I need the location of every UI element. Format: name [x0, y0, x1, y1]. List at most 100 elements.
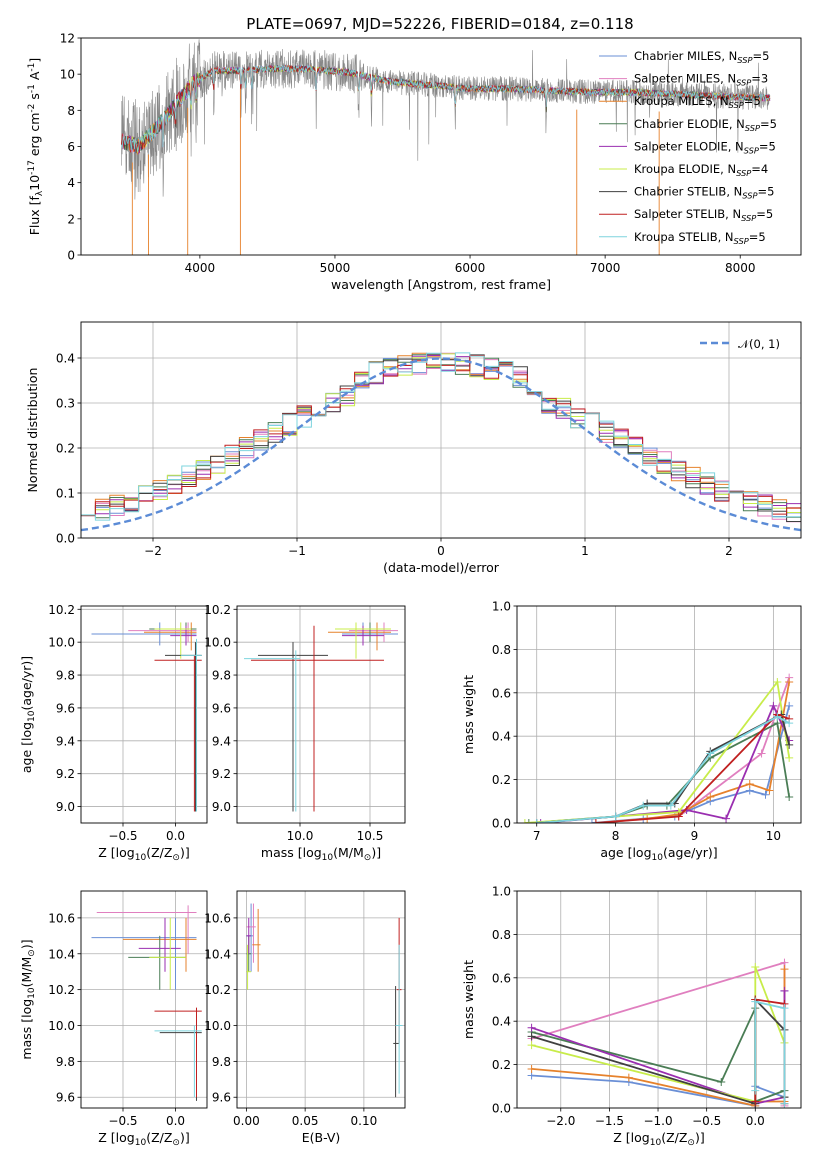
weight-point [780, 1004, 789, 1013]
y-axis-label: mass weight [461, 675, 476, 754]
legend-label: Salpeter STELIB, NSSP=5 [634, 207, 773, 223]
weight-point [536, 819, 545, 823]
legend-label: Kroupa MILES, NSSP=5 [634, 94, 761, 110]
label-fragment: (Z/Z [146, 845, 172, 860]
x-tick-label: 0.0 [166, 1114, 185, 1128]
weight-point [706, 749, 715, 758]
axes-frame [80, 605, 208, 824]
error-cross [91, 917, 197, 990]
y-tick-label: 4 [67, 176, 75, 190]
x-tick-label: 4000 [185, 261, 216, 275]
y-tick-label: 0.2 [492, 1058, 511, 1072]
plot-area [520, 673, 794, 823]
error-cross [96, 905, 197, 954]
panel-spectrum: 4000 5000 6000 7000 8000 0 2 4 6 8 10 12 wavelength … [27, 15, 802, 292]
ticks: 4000 5000 6000 7000 8000 0 2 4 6 8 10 12 [60, 32, 756, 276]
error-cross [244, 650, 300, 812]
model-spectrum-kroupa-stelib [121, 64, 771, 152]
legend-label: 𝒩(0, 1) [738, 337, 780, 351]
x-tick-label: 0.10 [351, 1114, 378, 1128]
y-tick-label: 0.6 [492, 971, 511, 985]
ticks: −0.5 0.0 9.0 9.2 9.4 9.6 9.8 10.0 10.2 [48, 603, 185, 843]
label-fragment: (data-model)/error [383, 560, 500, 575]
y-tick-label: 0.6 [492, 686, 511, 700]
axes-frame [80, 37, 802, 256]
plot-area [91, 905, 202, 1101]
weight-point [674, 812, 683, 821]
y-axis-label: Normed distribution [25, 368, 40, 493]
label-fragment: (age/yr)] [19, 656, 34, 711]
label-fragment: -1 [27, 84, 37, 93]
x-axis-label: mass [log10(M/M⊙)] [261, 845, 381, 863]
y-tick-label: 6 [67, 140, 75, 154]
y-tick-label: 10.2 [48, 983, 75, 997]
error-cross [258, 642, 328, 812]
y-tick-label: 9.2 [56, 767, 75, 781]
label-fragment: 10 [27, 710, 37, 722]
label-fragment: 10 [322, 853, 334, 863]
error-cross [138, 917, 181, 972]
x-tick-label: 7000 [590, 261, 621, 275]
label-fragment: SSP [741, 213, 756, 223]
error-cross [335, 622, 391, 659]
legend-label: Kroupa ELODIE, NSSP=4 [634, 162, 768, 178]
weight-point [639, 801, 648, 810]
y-tick-label: 9.2 [212, 767, 231, 781]
label-fragment: 10 [135, 1138, 147, 1148]
y-tick-label: 8 [67, 104, 75, 118]
x-tick-label: 1 [581, 544, 589, 558]
label-fragment: mass weight [461, 960, 476, 1039]
y-tick-label: 10.6 [48, 911, 75, 925]
error-cross [149, 917, 186, 990]
y-tick-label: 0.0 [492, 817, 511, 831]
weight-point [532, 819, 541, 823]
weight-point [785, 677, 794, 686]
label-fragment: =5 [749, 230, 766, 244]
y-axis-label: age [log10(age/yr)] [19, 656, 37, 773]
y-tick-label: 9.0 [212, 800, 231, 814]
x-tick-label: 2 [725, 544, 733, 558]
y-tick-label: 10.4 [204, 947, 231, 961]
label-fragment: mass [log [261, 845, 322, 860]
y-tick-label: 0.4 [56, 352, 75, 366]
label-fragment: )] [19, 939, 34, 949]
error-cross [154, 1007, 202, 1098]
x-tick-label: 7 [533, 829, 541, 843]
y-tick-label: 0.0 [492, 1102, 511, 1116]
weight-point [751, 1097, 760, 1106]
normal-distribution-curve [81, 357, 801, 532]
x-axis-label: (data-model)/error [383, 560, 500, 575]
x-tick-label: 10 [766, 829, 781, 843]
plot-area [121, 39, 771, 255]
y-tick-label: 9.8 [212, 669, 231, 683]
x-tick-label: −0.5 [108, 829, 137, 843]
y-tick-label: 10.0 [48, 1019, 75, 1033]
label-fragment: s [27, 93, 42, 104]
ticks: −0.5 0.0 9.6 9.8 10.0 10.2 10.4 10.6 [48, 911, 185, 1128]
weight-point [780, 1099, 789, 1108]
x-tick-label: 8000 [725, 261, 756, 275]
y-tick-label: 0.4 [492, 730, 511, 744]
x-axis-label: wavelength [Angstrom, rest frame] [331, 277, 551, 292]
y-tick-label: 10 [60, 68, 75, 82]
weight-point [745, 779, 754, 788]
label-fragment: -1 [27, 63, 37, 72]
label-fragment: λ [35, 190, 45, 196]
panel-residuals: −2 −1 0 1 2 0.0 0.1 0.2 0.3 0.4 (data-model)/error… [25, 321, 802, 575]
label-fragment: SSP [729, 100, 744, 110]
y-tick-label: 9.6 [56, 1091, 75, 1105]
weight-point [717, 1077, 726, 1086]
weight-point [527, 1032, 536, 1041]
y-tick-label: 9.6 [56, 701, 75, 715]
y-tick-label: 1.0 [492, 885, 511, 899]
weight-point [785, 753, 794, 762]
weight-line-kroupa-elodie [524, 679, 791, 823]
legend-label: Kroupa STELIB, NSSP=5 [634, 230, 766, 246]
y-axis-label: mass weight [461, 960, 476, 1039]
plot-area [81, 352, 801, 532]
x-tick-label: 6000 [455, 261, 486, 275]
x-axis-label: Z [log10(Z/Z⊙)] [613, 1130, 704, 1148]
x-axis-label: Z [log10(Z/Z⊙)] [98, 1130, 189, 1148]
label-fragment: Chabrier ELODIE, N [634, 117, 745, 131]
